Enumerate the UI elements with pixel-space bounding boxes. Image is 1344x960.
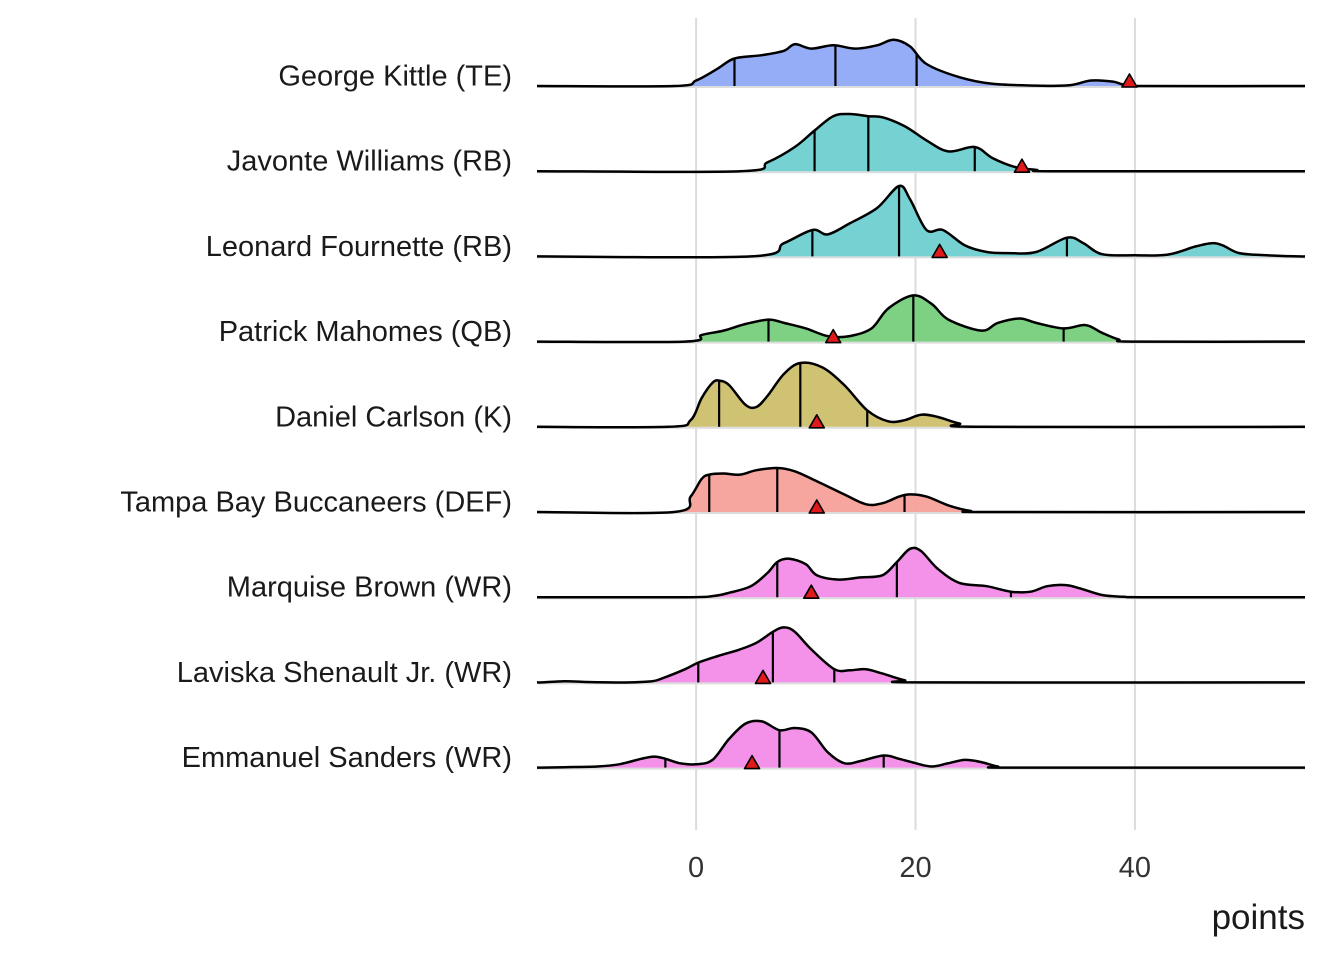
- x-axis-title: points: [1212, 898, 1305, 937]
- player-marker: [1013, 158, 1031, 173]
- density-area: [537, 362, 1305, 428]
- density-area: [537, 39, 1305, 87]
- player-marker: [931, 243, 948, 259]
- ridge-5: [536, 466, 1306, 515]
- y-axis-label: Tampa Bay Buccaneers (DEF): [120, 487, 512, 519]
- density-outline: [536, 294, 1306, 344]
- density-area: [537, 627, 1305, 683]
- density-area: [537, 113, 1305, 172]
- y-axis-labels: George Kittle (TE) Javonte Williams (RB) L…: [120, 61, 512, 775]
- density-outline: [536, 184, 1306, 259]
- ridge-2: [536, 184, 1306, 259]
- y-axis-label: Emmanuel Sanders (WR): [182, 742, 512, 774]
- player-marker: [1121, 73, 1138, 88]
- player-marker: [743, 754, 761, 770]
- ridge-6: [536, 546, 1306, 600]
- density-area: [537, 185, 1305, 258]
- x-tick-label: 20: [899, 852, 931, 884]
- x-tick-label: 0: [688, 852, 704, 884]
- y-axis-label: Patrick Mahomes (QB): [219, 316, 512, 348]
- ridges-layer: [536, 38, 1306, 770]
- y-axis-label: Javonte Williams (RB): [227, 146, 512, 178]
- density-outline: [536, 466, 1306, 515]
- ridge-4: [536, 361, 1306, 429]
- ridge-7: [536, 626, 1306, 685]
- y-axis-label: Marquise Brown (WR): [227, 572, 512, 604]
- ridge-8: [536, 719, 1306, 770]
- ridge-3: [536, 294, 1306, 344]
- density-outline: [536, 112, 1306, 174]
- ridge-1: [536, 112, 1306, 174]
- density-area: [537, 547, 1305, 598]
- y-axis-label: Leonard Fournette (RB): [206, 231, 512, 263]
- x-tick-label: 40: [1119, 852, 1151, 884]
- player-marker: [824, 328, 842, 344]
- y-axis-label: George Kittle (TE): [278, 61, 512, 93]
- player-marker: [754, 669, 772, 685]
- density-outline: [536, 38, 1306, 88]
- density-area: [537, 467, 1305, 514]
- density-outline: [536, 719, 1306, 769]
- player-marker: [808, 413, 826, 429]
- density-outline: [536, 626, 1306, 684]
- density-outline: [536, 361, 1306, 429]
- density-area: [537, 720, 1305, 768]
- player-marker: [808, 499, 826, 514]
- y-axis-label: Daniel Carlson (K): [275, 401, 512, 433]
- y-axis-label: Laviska Shenault Jr. (WR): [177, 657, 512, 689]
- x-axis-ticks: 0 20 40: [688, 852, 1151, 884]
- density-area: [537, 295, 1305, 343]
- player-marker: [802, 584, 820, 600]
- density-outline: [536, 546, 1306, 599]
- ridge-0: [536, 38, 1306, 88]
